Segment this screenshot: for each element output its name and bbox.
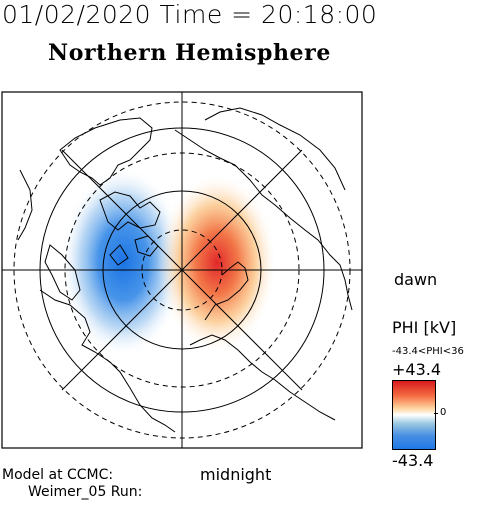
coastline-europe [189,334,336,421]
colorbar-min-label: -43.4 [392,451,434,470]
potential-cell-positive [157,173,277,353]
dawn-label: dawn [394,270,438,289]
coastline-arctic-islands [99,191,161,266]
coastline-siberia [174,129,353,311]
colorbar-zero-label: 0 [440,407,447,418]
coastline-north-america [39,289,176,433]
coastline-hudson-bay [44,244,81,301]
hemisphere-title: Northern Hemisphere [48,40,331,66]
midnight-label: midnight [200,465,272,484]
map-frame [1,91,363,449]
coastline-scandinavia [204,261,249,321]
colorbar-range: -43.4<PHI<36 [392,346,464,357]
polar-potential-map [1,91,363,449]
colorbar-max-label: +43.4 [392,360,442,379]
model-label: Model at CCMC: [2,467,114,483]
coastline-asia-east [204,107,346,191]
colorbar-zero-tick [434,413,438,414]
datetime-title: 01/02/2020 Time = 20:18:00 [2,0,378,29]
colorbar [392,380,436,450]
coastline-greenland [59,117,153,186]
meridian-diagonal-2 [61,149,303,391]
run-label: Weimer_05 Run: [28,484,143,500]
colorbar-title: PHI [kV] [392,318,457,337]
coastline-alaska [17,169,33,241]
coastlines [17,107,353,433]
